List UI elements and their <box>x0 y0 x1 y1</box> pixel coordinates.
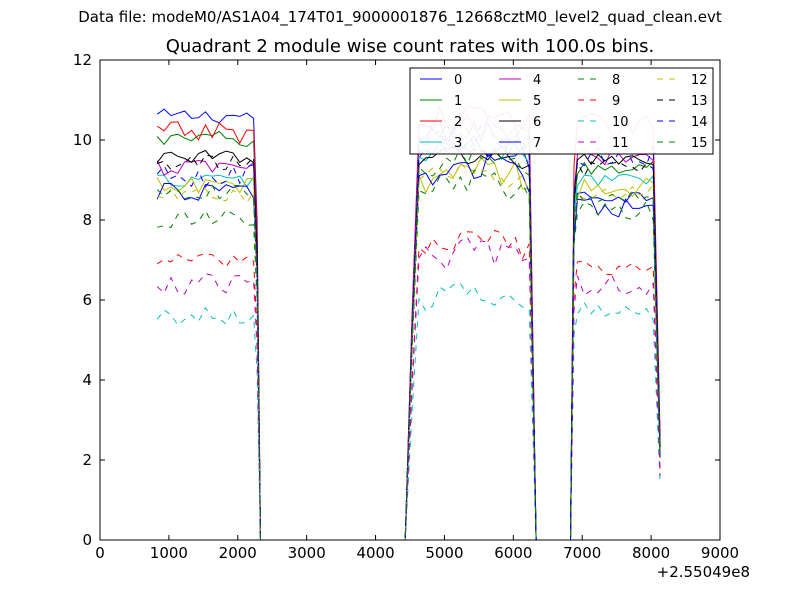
y-tick-label: 0 <box>82 531 92 549</box>
legend-label-10: 10 <box>612 115 629 130</box>
x-tick-label: 2000 <box>219 544 257 562</box>
legend-label-0: 0 <box>454 73 462 88</box>
y-tick-label: 2 <box>82 451 92 469</box>
legend-box <box>409 67 714 155</box>
x-tick-label: 5000 <box>425 544 463 562</box>
x-tick-label: 6000 <box>494 544 532 562</box>
legend-label-6: 6 <box>533 115 541 130</box>
x-tick-label: 3000 <box>288 544 326 562</box>
legend-label-7: 7 <box>533 136 541 151</box>
y-tick-label: 12 <box>73 51 92 69</box>
x-tick-label: 7000 <box>563 544 601 562</box>
x-tick-label: 4000 <box>356 544 394 562</box>
series-line-8 <box>157 169 661 540</box>
legend-label-5: 5 <box>533 94 541 109</box>
legend-label-9: 9 <box>612 94 620 109</box>
y-tick-label: 8 <box>82 211 92 229</box>
legend-label-8: 8 <box>612 73 620 88</box>
plot-area <box>156 105 661 540</box>
series-line-7 <box>156 153 661 540</box>
figure-suptitle: Data file: modeM0/AS1A04_174T01_90000018… <box>78 8 722 26</box>
series-line-0 <box>156 108 661 540</box>
legend-label-2: 2 <box>454 115 462 130</box>
x-tick-label: 8000 <box>632 544 670 562</box>
series-line-5 <box>156 157 661 540</box>
legend-label-12: 12 <box>691 73 708 88</box>
y-tick-label: 4 <box>82 371 92 389</box>
series-line-15 <box>156 146 661 540</box>
series-line-13 <box>157 131 661 540</box>
x-tick-label: 9000 <box>701 544 739 562</box>
legend-label-4: 4 <box>533 73 541 88</box>
legend-label-1: 1 <box>454 94 462 109</box>
legend-label-13: 13 <box>691 94 708 109</box>
legend-label-3: 3 <box>454 136 462 151</box>
series-line-2 <box>156 105 661 540</box>
series-line-12 <box>157 161 661 540</box>
y-tick-label: 6 <box>82 291 92 309</box>
series-line-11 <box>156 236 661 540</box>
chart-title: Quadrant 2 module wise count rates with … <box>165 36 655 57</box>
x-offset-label: +2.55049e8 <box>656 563 750 581</box>
series-line-6 <box>156 146 661 540</box>
x-tick-label: 0 <box>95 544 105 562</box>
legend-label-15: 15 <box>691 136 708 151</box>
series-line-4 <box>156 114 661 540</box>
y-tick-label: 10 <box>73 131 92 149</box>
series-line-14 <box>156 120 661 540</box>
legend-label-14: 14 <box>691 115 708 130</box>
legend-label-11: 11 <box>612 136 629 151</box>
x-tick-label: 1000 <box>150 544 188 562</box>
series-line-9 <box>156 229 661 540</box>
